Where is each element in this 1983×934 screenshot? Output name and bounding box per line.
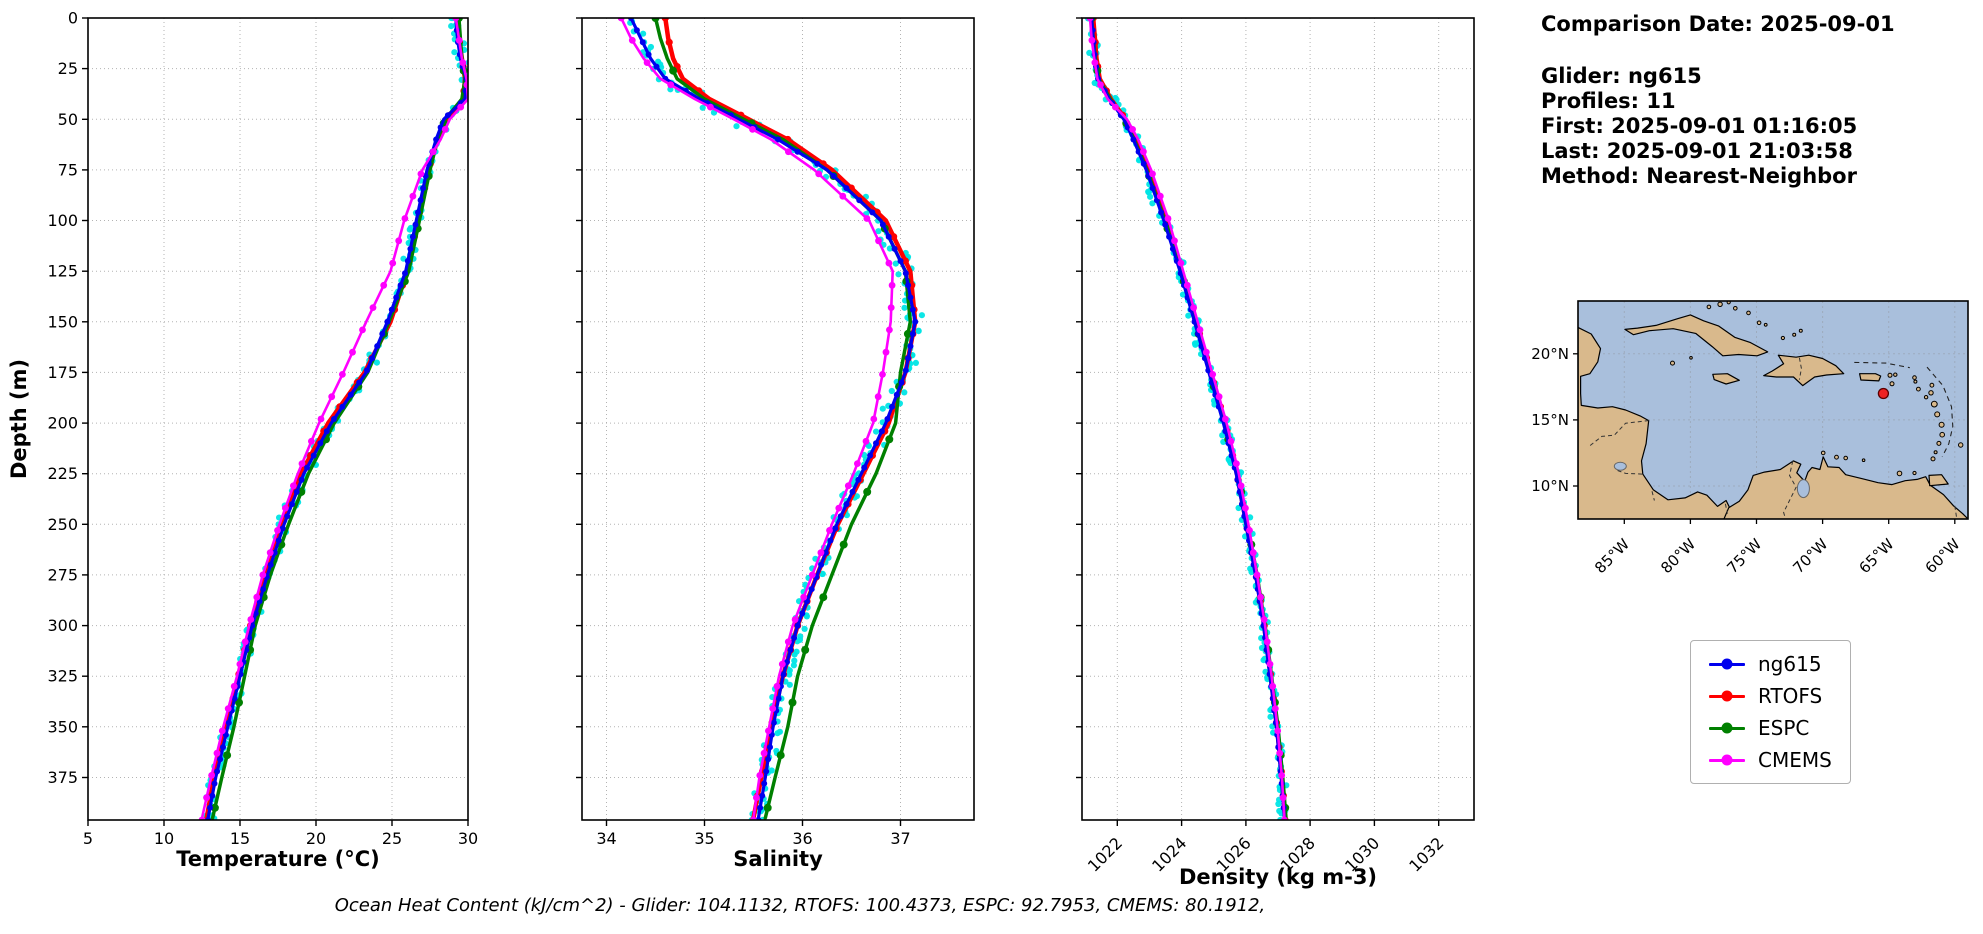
first-profile-time-text: First: 2025-09-01 01:16:05 <box>1541 114 1858 138</box>
glider-position-marker <box>1877 387 1890 400</box>
info-spacer <box>1541 37 1895 64</box>
salinity-series-espc <box>651 18 913 820</box>
glider-name-text: Glider: ng615 <box>1541 64 1702 88</box>
svg-text:375: 375 <box>47 768 78 787</box>
salinity-axis: 34 35 36 37 <box>576 17 911 848</box>
density-series-ng615 <box>1088 18 1288 820</box>
svg-text:15: 15 <box>230 829 250 848</box>
map-lat-tick-label: 15°N <box>1531 411 1569 429</box>
method-text: Method: Nearest-Neighbor <box>1541 164 1857 188</box>
map-maritime-boundaries <box>1854 361 1954 458</box>
legend-line-marker-icon <box>1709 754 1745 766</box>
legend-item-ng615: ng615 <box>1709 653 1832 675</box>
svg-text:1032: 1032 <box>1405 833 1447 875</box>
legend-label: ESPC <box>1758 716 1810 740</box>
legend-item-espc: ESPC <box>1709 717 1832 739</box>
svg-text:35: 35 <box>694 829 714 848</box>
svg-text:75: 75 <box>58 160 78 179</box>
density-series-cmems <box>1086 18 1288 820</box>
panel-temperature: 5 10 15 20 25 3002550751001251501752002252502… <box>47 9 478 872</box>
temperature-series-cmems <box>198 18 468 820</box>
legend-line-marker-icon <box>1709 690 1745 702</box>
map-lon-tick-label: 65°W <box>1856 535 1898 577</box>
density-axis: 1022 1024 1026 1028 1030 1032 <box>1076 17 1448 876</box>
svg-text:10: 10 <box>154 829 174 848</box>
svg-text:50: 50 <box>58 110 78 129</box>
svg-text:150: 150 <box>47 312 78 331</box>
svg-text:275: 275 <box>47 565 78 584</box>
legend-item-rtofs: RTOFS <box>1709 685 1832 707</box>
svg-text:20: 20 <box>306 829 326 848</box>
density-series-espc <box>1087 18 1290 820</box>
map-lon-tick-label: 70°W <box>1789 535 1831 577</box>
density-axis-label: Density (kg m-3) <box>1179 865 1377 889</box>
profiles-count-text: Profiles: 11 <box>1541 89 1676 113</box>
svg-text:125: 125 <box>47 262 78 281</box>
lake-nicaragua <box>1613 461 1627 471</box>
map-inset: 85°W 80°W 75°W 70°W 65°W 60°W 10°N 15°N 20°N <box>1531 300 1969 577</box>
panel-salinity: 34 35 36 37 Salinity <box>576 17 975 871</box>
temperature-series-espc <box>210 18 468 820</box>
map-lon-tick-label: 80°W <box>1657 535 1699 577</box>
legend-item-cmems: CMEMS <box>1709 749 1832 771</box>
map-land <box>1578 301 1968 519</box>
legend-label: ng615 <box>1758 652 1822 676</box>
salinity-series-cmems <box>617 18 896 820</box>
svg-text:5: 5 <box>83 829 93 848</box>
legend-line-marker-icon <box>1709 658 1745 670</box>
svg-text:225: 225 <box>47 464 78 483</box>
map-country-borders <box>1589 357 1958 519</box>
svg-text:1022: 1022 <box>1084 833 1126 875</box>
svg-text:36: 36 <box>792 829 812 848</box>
legend: ng615 RTOFS ESPC CMEMS <box>1690 640 1851 784</box>
svg-text:34: 34 <box>596 829 616 848</box>
depth-axis-label: Depth (m) <box>7 359 31 479</box>
svg-text:200: 200 <box>47 414 78 433</box>
svg-text:175: 175 <box>47 363 78 382</box>
density-grid <box>1082 17 1474 820</box>
density-glider-raw-scatter <box>1085 18 1290 820</box>
comparison-date-text: Comparison Date: 2025-09-01 <box>1541 12 1895 36</box>
legend-line-marker-icon <box>1709 722 1745 734</box>
legend-label: RTOFS <box>1758 684 1823 708</box>
temperature-grid <box>87 17 469 820</box>
svg-text:300: 300 <box>47 616 78 635</box>
svg-text:37: 37 <box>890 829 910 848</box>
svg-text:250: 250 <box>47 515 78 534</box>
svg-text:350: 350 <box>47 717 78 736</box>
salinity-axis-label: Salinity <box>733 847 823 871</box>
map-lon-tick-label: 75°W <box>1723 535 1765 577</box>
last-profile-time-text: Last: 2025-09-01 21:03:58 <box>1541 139 1853 163</box>
temperature-axis-label: Temperature (°C) <box>176 847 379 871</box>
map-lat-tick-label: 20°N <box>1531 345 1569 363</box>
info-block: Comparison Date: 2025-09-01 Glider: ng61… <box>1541 12 1895 189</box>
density-series-rtofs <box>1089 18 1289 820</box>
svg-text:0: 0 <box>68 9 78 28</box>
map-lon-tick-label: 85°W <box>1591 535 1633 577</box>
svg-text:30: 30 <box>458 829 478 848</box>
svg-text:25: 25 <box>382 829 402 848</box>
ohc-caption: Ocean Heat Content (kJ/cm^2) - Glider: 1… <box>334 895 1266 916</box>
map-lat-tick-label: 10°N <box>1531 477 1569 495</box>
lake-maracaibo <box>1796 479 1810 499</box>
svg-text:25: 25 <box>58 59 78 78</box>
temperature-axis: 5 10 15 20 25 3002550751001251501752002252502… <box>47 9 478 849</box>
map-lon-tick-label: 60°W <box>1922 535 1964 577</box>
svg-text:325: 325 <box>47 667 78 686</box>
legend-label: CMEMS <box>1758 748 1832 772</box>
svg-text:100: 100 <box>47 211 78 230</box>
